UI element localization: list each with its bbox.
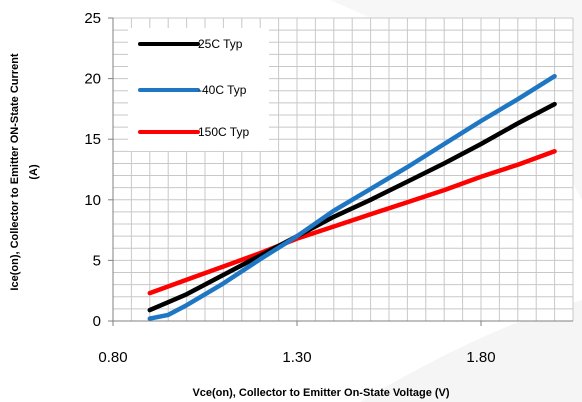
x-tick-label: 0.80 (98, 349, 127, 366)
x-tick-labels: 0.80 1.30 1.80 (98, 349, 495, 366)
legend-label-25c: 25C Typ (198, 37, 243, 51)
y-axis-title-line1: Ice(on), Collector to Emitter ON-State C… (9, 53, 21, 290)
x-axis-title: Vce(on), Collector to Emitter On-State V… (192, 387, 449, 399)
series-line-2 (147, 149, 557, 296)
x-tick-label: 1.80 (466, 349, 495, 366)
legend-label-minus40c: -40C Typ (198, 83, 247, 97)
y-tick-label: 25 (84, 10, 101, 27)
axes (108, 17, 573, 326)
legend-label-150c: 150C Typ (198, 125, 249, 139)
y-axis-title-line2: (A) (28, 164, 40, 180)
y-tick-label: 20 (84, 71, 101, 88)
series-line-0 (147, 101, 557, 313)
series-layer (147, 73, 557, 321)
y-tick-labels: 0 5 10 15 20 25 (84, 10, 101, 330)
y-tick-label: 0 (93, 313, 101, 330)
y-tick-label: 10 (84, 192, 101, 209)
y-tick-label: 15 (84, 131, 101, 148)
series-line-1 (147, 73, 557, 321)
legend: 25C Typ -40C Typ 150C Typ (128, 28, 269, 151)
y-tick-label: 5 (93, 252, 101, 269)
x-tick-label: 1.30 (282, 349, 311, 366)
